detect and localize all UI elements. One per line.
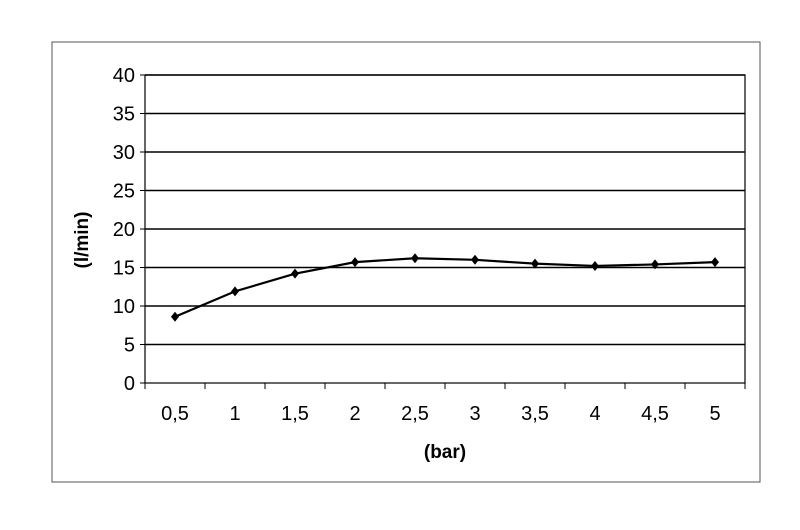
- x-axis-label: (bar): [424, 442, 466, 463]
- x-tick-label: 4: [589, 403, 600, 425]
- y-tick-label: 35: [113, 104, 135, 126]
- x-tick-label: 2,5: [401, 403, 429, 425]
- x-tick-label: 4,5: [641, 403, 669, 425]
- x-tick-label: 5: [709, 403, 720, 425]
- data-point: [471, 254, 479, 265]
- y-tick-label: 20: [113, 219, 135, 241]
- y-tick-label: 15: [113, 258, 135, 280]
- y-axis-label: (l/min): [72, 212, 93, 269]
- y-tick-label: 40: [113, 65, 135, 87]
- data-point: [711, 257, 719, 268]
- y-tick-label: 10: [113, 296, 135, 318]
- x-tick-label: 3: [469, 403, 480, 425]
- x-tick-label: 0,5: [161, 403, 189, 425]
- x-tick-label: 1,5: [281, 403, 309, 425]
- y-tick-label: 30: [113, 142, 135, 164]
- x-tick-label: 3,5: [521, 403, 549, 425]
- data-point: [411, 253, 419, 264]
- data-point: [651, 259, 659, 270]
- data-point: [291, 268, 299, 279]
- data-point: [531, 258, 539, 269]
- data-point: [231, 286, 239, 297]
- y-tick-label: 5: [124, 335, 135, 357]
- y-tick-label: 25: [113, 181, 135, 203]
- series-line: [174, 257, 716, 318]
- x-tick-label: 1: [229, 403, 240, 425]
- x-tick-label: 2: [349, 403, 360, 425]
- data-point: [351, 257, 359, 268]
- y-tick-label: 0: [124, 373, 135, 395]
- chart-frame: [51, 41, 761, 483]
- data-point: [171, 311, 179, 322]
- data-point: [591, 260, 599, 271]
